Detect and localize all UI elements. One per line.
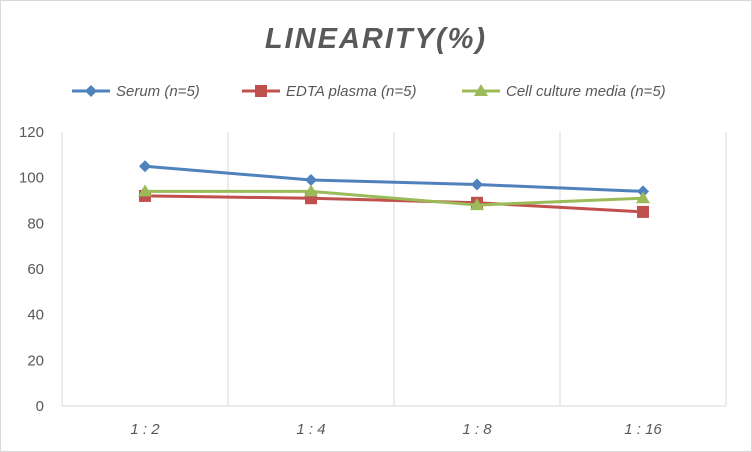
data-point bbox=[138, 184, 152, 197]
legend-item: Cell culture media (n=5) bbox=[462, 83, 666, 100]
data-point bbox=[637, 205, 649, 218]
legend-marker bbox=[474, 84, 488, 96]
data-point bbox=[304, 184, 318, 197]
x-tick-label: 1 : 8 bbox=[462, 421, 492, 438]
y-tick-label: 60 bbox=[27, 261, 44, 278]
data-point bbox=[636, 191, 650, 204]
legend-label: EDTA plasma (n=5) bbox=[286, 83, 416, 100]
legend-marker bbox=[85, 85, 97, 97]
x-axis-ticks: 1 : 2 1 : 4 1 : 8 1 : 16 bbox=[130, 421, 662, 438]
legend-item: EDTA plasma (n=5) bbox=[242, 83, 416, 100]
grid bbox=[61, 132, 727, 407]
series-line bbox=[144, 164, 644, 193]
y-tick-label: 80 bbox=[27, 215, 44, 232]
x-tick-label: 1 : 16 bbox=[624, 421, 662, 438]
y-axis-ticks: 0 20 40 60 80 100 120 bbox=[19, 124, 44, 415]
y-tick-label: 40 bbox=[27, 307, 44, 324]
data-point bbox=[305, 173, 317, 186]
y-tick-label: 20 bbox=[27, 352, 44, 369]
series-3 bbox=[138, 184, 650, 211]
legend-item: Serum (n=5) bbox=[72, 83, 200, 100]
y-tick-label: 120 bbox=[19, 124, 44, 141]
series-group bbox=[138, 160, 650, 218]
data-point bbox=[470, 198, 484, 211]
series-line bbox=[144, 194, 644, 214]
legend: Serum (n=5) EDTA plasma (n=5) Cell culture… bbox=[72, 83, 666, 100]
x-tick-label: 1 : 2 bbox=[130, 421, 160, 438]
data-point bbox=[471, 178, 483, 191]
legend-label: Cell culture media (n=5) bbox=[506, 83, 666, 100]
legend-marker bbox=[255, 85, 267, 97]
chart-title: LINEARITY(%) bbox=[265, 23, 487, 55]
x-tick-label: 1 : 4 bbox=[296, 421, 325, 438]
series-1 bbox=[139, 160, 649, 198]
data-point bbox=[139, 160, 151, 173]
y-tick-label: 100 bbox=[19, 170, 44, 187]
legend-label: Serum (n=5) bbox=[116, 83, 200, 100]
series-line bbox=[145, 189, 644, 207]
y-tick-label: 0 bbox=[36, 398, 44, 415]
